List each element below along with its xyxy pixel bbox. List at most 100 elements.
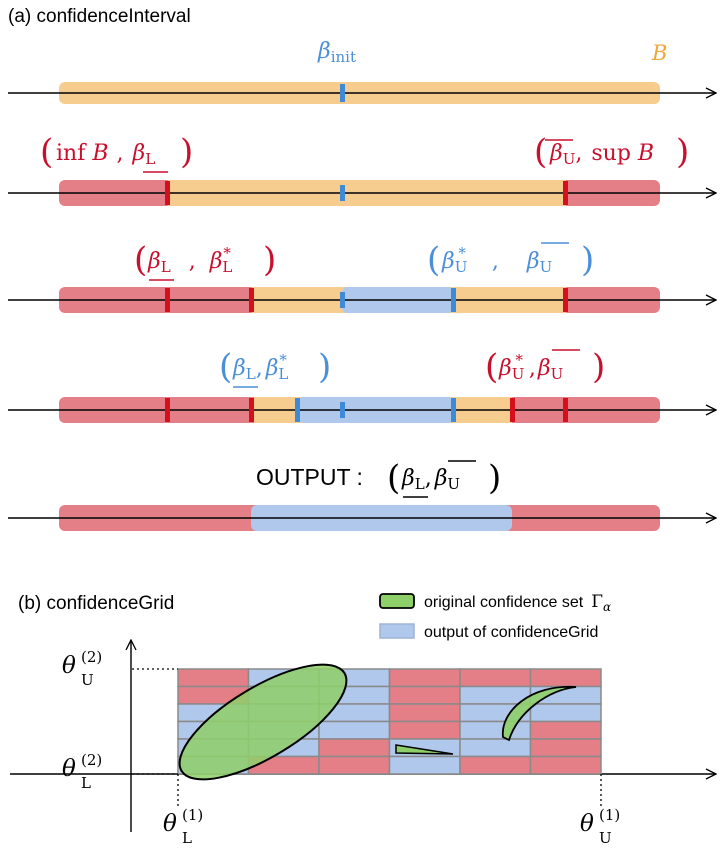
svg-text:): ) <box>676 132 689 172</box>
y-label-lower: θ (2) L <box>62 751 102 792</box>
tick-beta-U <box>563 181 568 205</box>
svg-text:βL,βL*: βL, βL* <box>232 351 288 383</box>
svg-text:(2): (2) <box>81 751 102 769</box>
svg-text:): ) <box>592 347 605 387</box>
svg-text:βU*,βU: βU*,βU <box>441 244 552 276</box>
grid-cell-excluded <box>529 668 602 688</box>
row-4: ( βL, βL* ) ( βU* ,βU ) <box>8 347 716 423</box>
tick-beta-L-prev <box>249 398 254 422</box>
grid-cell-included <box>529 703 602 723</box>
grid-cell-included <box>318 720 391 740</box>
row-2: ( inf B, βL ) ( βU, sup B ) <box>8 132 716 206</box>
output-interval: ( βL, βU ) <box>387 458 501 498</box>
legend-swatch-green <box>379 593 415 609</box>
svg-text:βL,βU: βL, βU <box>401 466 460 493</box>
svg-text:(: ( <box>534 132 547 172</box>
grid-cell-excluded <box>388 685 461 705</box>
legend-label-green: original confidence set Γα <box>424 592 611 614</box>
svg-text:βL,βL*: βL, βL* <box>147 244 232 276</box>
grid-cell-excluded <box>388 668 461 688</box>
grid-cell-excluded <box>459 755 532 775</box>
grid-cell-excluded <box>177 668 250 688</box>
tick-beta-L-star <box>249 288 254 312</box>
svg-text:(: ( <box>485 347 498 387</box>
tick-beta-init <box>340 185 345 201</box>
svg-text:(: ( <box>40 132 53 172</box>
output-label: OUTPUT : <box>256 464 363 490</box>
tick-beta-init <box>340 292 345 308</box>
y-label-upper: θ (2) U <box>62 648 102 689</box>
grid-cell-included <box>459 720 532 740</box>
grid-cell-included <box>388 755 461 775</box>
legend-swatch-blue <box>379 623 415 639</box>
svg-text:L: L <box>182 829 192 847</box>
svg-text:(: ( <box>134 240 147 280</box>
legend-label-blue: output of confidenceGrid <box>424 624 598 641</box>
tick-beta-L <box>165 288 170 312</box>
panel-a: (a) confidenceInterval βinit B ( inf B, βL… <box>8 6 716 531</box>
tick-beta-U-star <box>510 398 515 422</box>
tick-beta-U <box>563 288 568 312</box>
svg-text:βU*,βU: βU*,βU <box>498 351 563 383</box>
svg-text:(: ( <box>427 240 440 280</box>
tick-beta-L <box>165 398 170 422</box>
tick-beta-L <box>165 181 170 205</box>
label-B: B <box>651 41 667 65</box>
confidence-set-crescent <box>502 686 577 742</box>
label-right-interval: ( βU, sup B ) <box>534 132 689 172</box>
grid-cell-excluded <box>318 755 391 775</box>
x-label-upper: θ (1) U <box>580 806 620 847</box>
grid-cell-excluded <box>318 738 391 758</box>
row-1: βinit B <box>8 39 716 104</box>
svg-text:): ) <box>488 458 501 498</box>
svg-text:): ) <box>180 132 193 172</box>
panel-b-title: (b) confidenceGrid <box>18 593 174 614</box>
svg-text:): ) <box>318 347 331 387</box>
tick-beta-init <box>340 402 345 418</box>
svg-text:θ: θ <box>62 653 76 679</box>
svg-text:(: ( <box>219 347 232 387</box>
svg-text:): ) <box>581 240 594 280</box>
svg-text:θ: θ <box>163 811 177 837</box>
grid-cell-included <box>459 738 532 758</box>
grid-cell-excluded <box>529 738 602 758</box>
confidence-set-triangle <box>395 744 454 755</box>
svg-text:U: U <box>81 671 94 689</box>
svg-text:U: U <box>599 829 612 847</box>
grid-cell-excluded <box>529 755 602 775</box>
label-left-interval: ( βL, βL* ) <box>134 240 276 281</box>
x-label-lower: θ (1) L <box>163 806 203 847</box>
svg-text:(1): (1) <box>599 806 620 824</box>
panel-b: (b) confidenceGrid original confidence s… <box>10 592 716 847</box>
svg-text:L: L <box>81 774 91 792</box>
row-5: OUTPUT : ( βL, βU ) <box>8 458 716 531</box>
grid-cell-excluded <box>388 720 461 740</box>
legend: original confidence set Γα output of conf… <box>379 592 611 641</box>
label-left-interval: ( βL, βL* ) <box>219 347 331 388</box>
svg-text:): ) <box>263 240 276 280</box>
tick-beta-L-star <box>295 398 300 422</box>
tick-beta-init <box>340 84 345 102</box>
label-beta-init: βinit <box>317 39 356 66</box>
label-right-interval: ( βU*,βU ) <box>427 240 594 280</box>
grid-cell-excluded <box>459 668 532 688</box>
svg-text:(2): (2) <box>81 648 102 666</box>
tick-beta-U <box>563 398 568 422</box>
confidence-set-ellipse <box>178 663 348 781</box>
svg-text:(: ( <box>387 458 400 498</box>
svg-text:θ: θ <box>580 811 594 837</box>
label-left-interval: ( inf B, βL ) <box>40 132 193 173</box>
label-right-interval: ( βU*,βU ) <box>485 347 605 387</box>
row-3: ( βL, βL* ) ( βU*, βU ) <box>8 240 716 313</box>
tick-beta-U-star <box>451 288 456 312</box>
svg-text:θ: θ <box>62 756 76 782</box>
grid-cell-excluded <box>388 703 461 723</box>
tick-beta-U-prev <box>451 398 456 422</box>
panel-a-title: (a) confidenceInterval <box>8 6 191 27</box>
svg-text:(1): (1) <box>182 806 203 824</box>
grid-cell-excluded <box>529 720 602 740</box>
